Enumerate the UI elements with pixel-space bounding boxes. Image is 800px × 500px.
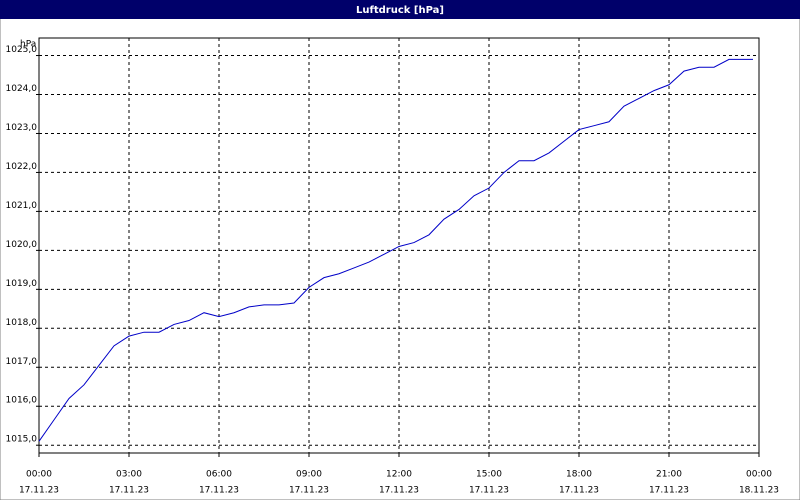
x-tick-date: 17.11.23 (559, 486, 599, 496)
x-tick-label: 15:00 (476, 470, 502, 480)
x-tick-label: 18:00 (566, 470, 592, 480)
y-tick-label: 1023,0 (6, 123, 38, 133)
x-tick-date: 17.11.23 (109, 486, 149, 496)
x-tick-date: 17.11.23 (469, 486, 509, 496)
x-tick-date: 17.11.23 (649, 486, 689, 496)
x-tick-label: 21:00 (656, 470, 682, 480)
y-tick-label: 1016,0 (6, 396, 38, 406)
y-tick-label: 1024,0 (6, 84, 38, 94)
x-tick-label: 03:00 (116, 470, 142, 480)
x-tick-label: 12:00 (386, 470, 412, 480)
x-tick-date: 17.11.23 (289, 486, 329, 496)
x-tick-label: 00:00 (746, 470, 772, 480)
x-tick-date: 18.11.23 (739, 486, 779, 496)
y-tick-label: 1020,0 (6, 240, 38, 250)
y-tick-label: 1017,0 (6, 357, 38, 367)
x-tick-date: 17.11.23 (19, 486, 59, 496)
title-bar (0, 0, 800, 19)
y-tick-label: 1018,0 (6, 318, 38, 328)
data-line (38, 58, 753, 442)
y-tick-label: 1019,0 (6, 279, 38, 289)
x-tick-label: 00:00 (26, 470, 52, 480)
plot-area (38, 37, 760, 454)
y-tick-label: 1015,0 (6, 435, 38, 445)
y-tick-label: 1025,0 (6, 45, 38, 55)
x-tick-label: 09:00 (296, 470, 322, 480)
y-axis-label: hPa (20, 40, 36, 50)
y-tick-label: 1022,0 (6, 162, 38, 172)
y-tick-label: 1021,0 (6, 201, 38, 211)
chart-title: Luftdruck [hPa] (356, 5, 444, 16)
x-tick-date: 17.11.23 (379, 486, 419, 496)
x-tick-label: 06:00 (206, 470, 232, 480)
x-tick-date: 17.11.23 (199, 486, 239, 496)
